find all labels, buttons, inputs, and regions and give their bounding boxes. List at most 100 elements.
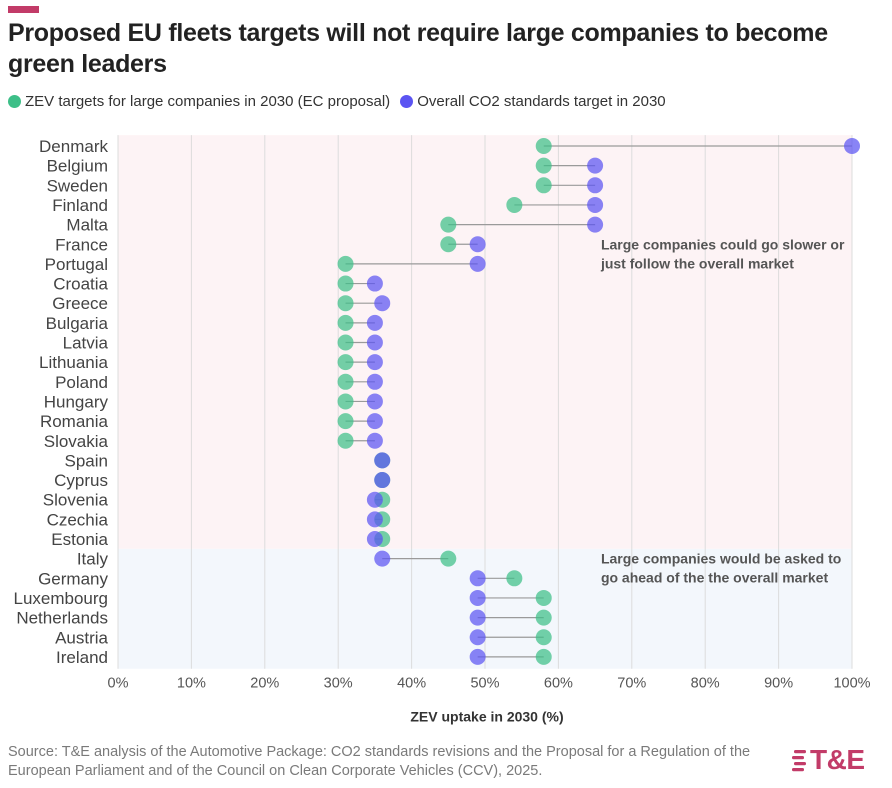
zev-point-hungary xyxy=(337,393,354,410)
co2-point-estonia xyxy=(366,531,383,547)
zev-point-austria xyxy=(535,629,552,646)
x-tick-label-50: 50% xyxy=(470,676,499,692)
co2-point-hungary xyxy=(366,393,383,410)
zev-point-bulgaria xyxy=(337,314,354,331)
co2-point-sweden xyxy=(587,177,604,194)
category-label-slovenia: Slovenia xyxy=(43,491,109,510)
zev-point-germany xyxy=(506,570,523,587)
source-note: Source: T&E analysis of the Automotive P… xyxy=(8,744,751,779)
chart-title: Proposed EU fleets targets will not requ… xyxy=(8,19,828,78)
category-label-italy: Italy xyxy=(77,550,109,569)
category-label-croatia: Croatia xyxy=(53,275,108,294)
zev-point-italy xyxy=(440,550,457,567)
zev-point-lithuania xyxy=(337,354,354,371)
brand-text: T&E xyxy=(810,744,865,775)
co2-point-romania xyxy=(366,413,383,430)
co2-point-czechia xyxy=(366,511,383,528)
legend-item-zev: ZEV targets for large companies in 2030 … xyxy=(8,93,390,110)
annotation-2-line-2: go ahead of the the overall market xyxy=(601,570,829,586)
zev-point-france xyxy=(440,236,457,253)
category-label-germany: Germany xyxy=(38,569,108,588)
legend-label-co2: Overall CO2 standards target in 2030 xyxy=(417,93,666,110)
category-label-portugal: Portugal xyxy=(45,255,108,274)
x-tick-label-60: 60% xyxy=(544,676,573,692)
zev-point-netherlands xyxy=(535,609,552,626)
category-label-latvia: Latvia xyxy=(63,334,109,353)
dumbbell-chart: 0% 10% 20% 30% 40% 50% 60% 70% 80% 90% 100% ZEV upt… xyxy=(13,135,871,725)
co2-point-france xyxy=(469,236,486,253)
zev-point-ireland xyxy=(535,648,552,665)
category-label-cyprus: Cyprus xyxy=(54,471,108,490)
co2-point-cyprus xyxy=(374,472,391,489)
co2-point-denmark xyxy=(844,138,860,154)
zev-point-malta xyxy=(440,216,457,233)
category-label-czechia: Czechia xyxy=(47,510,109,529)
zev-point-greece xyxy=(337,295,354,312)
co2-point-lithuania xyxy=(366,354,383,371)
category-label-luxembourg: Luxembourg xyxy=(13,589,108,608)
x-tick-label-20: 20% xyxy=(250,676,279,692)
annotation-1-line-1: Large companies could go slower or xyxy=(601,236,845,252)
zev-point-croatia xyxy=(337,275,354,292)
x-tick-label-70: 70% xyxy=(617,676,646,692)
category-label-france: France xyxy=(55,235,108,254)
category-label-slovakia: Slovakia xyxy=(44,432,109,451)
x-tick-label-90: 90% xyxy=(764,676,793,692)
category-label-greece: Greece xyxy=(52,294,108,313)
x-axis-label: ZEV uptake in 2030 (%) xyxy=(410,709,563,725)
category-label-poland: Poland xyxy=(55,373,108,392)
legend-label-zev: ZEV targets for large companies in 2030 … xyxy=(25,93,391,110)
category-label-hungary: Hungary xyxy=(44,392,109,411)
zev-point-romania xyxy=(337,413,354,430)
te-stripes-icon xyxy=(792,750,806,772)
zev-point-latvia xyxy=(337,334,354,351)
zev-point-luxembourg xyxy=(535,589,552,606)
co2-point-greece xyxy=(374,295,391,312)
co2-point-germany xyxy=(469,570,486,587)
co2-point-slovakia xyxy=(366,432,383,449)
zev-point-poland xyxy=(337,373,354,390)
category-label-denmark: Denmark xyxy=(39,137,108,156)
zev-point-slovakia xyxy=(337,432,354,449)
co2-point-poland xyxy=(366,373,383,390)
co2-point-belgium xyxy=(587,157,604,174)
x-tick-label-30: 30% xyxy=(324,676,353,692)
category-label-netherlands: Netherlands xyxy=(16,609,108,628)
annotation-2-line-1: Large companies would be asked to xyxy=(601,551,841,567)
co2-point-finland xyxy=(587,196,604,213)
zev-point-sweden xyxy=(535,177,552,194)
annotation-1-line-2: just follow the overall market xyxy=(600,255,794,271)
x-tick-label-100: 100% xyxy=(833,676,870,692)
category-label-lithuania: Lithuania xyxy=(39,353,109,372)
co2-point-spain xyxy=(374,452,391,469)
legend-dot-zev-icon xyxy=(8,95,21,108)
category-label-sweden: Sweden xyxy=(47,176,108,195)
co2-point-slovenia xyxy=(366,491,383,508)
category-label-malta: Malta xyxy=(66,216,108,235)
co2-point-italy xyxy=(374,550,391,567)
category-label-finland: Finland xyxy=(52,196,108,215)
co2-point-austria xyxy=(469,629,486,646)
legend-item-co2: Overall CO2 standards target in 2030 xyxy=(400,93,666,110)
category-label-austria: Austria xyxy=(55,628,108,647)
co2-point-malta xyxy=(587,216,604,233)
co2-point-croatia xyxy=(366,275,383,292)
co2-point-luxembourg xyxy=(469,589,486,606)
category-label-romania: Romania xyxy=(40,412,109,431)
brand-logo: T&E xyxy=(791,744,865,776)
co2-point-portugal xyxy=(469,255,486,272)
category-label-belgium: Belgium xyxy=(47,157,108,176)
accent-bar xyxy=(8,6,39,13)
zev-point-denmark xyxy=(535,138,552,154)
zev-point-finland xyxy=(506,196,523,213)
x-tick-label-80: 80% xyxy=(691,676,720,692)
x-tick-label-10: 10% xyxy=(177,676,206,692)
x-tick-label-40: 40% xyxy=(397,676,426,692)
category-label-spain: Spain xyxy=(65,451,108,470)
co2-point-latvia xyxy=(366,334,383,351)
category-label-ireland: Ireland xyxy=(56,648,108,667)
x-tick-label-0: 0% xyxy=(108,676,129,692)
co2-point-ireland xyxy=(469,648,486,665)
category-label-bulgaria: Bulgaria xyxy=(46,314,109,333)
co2-point-bulgaria xyxy=(366,314,383,331)
